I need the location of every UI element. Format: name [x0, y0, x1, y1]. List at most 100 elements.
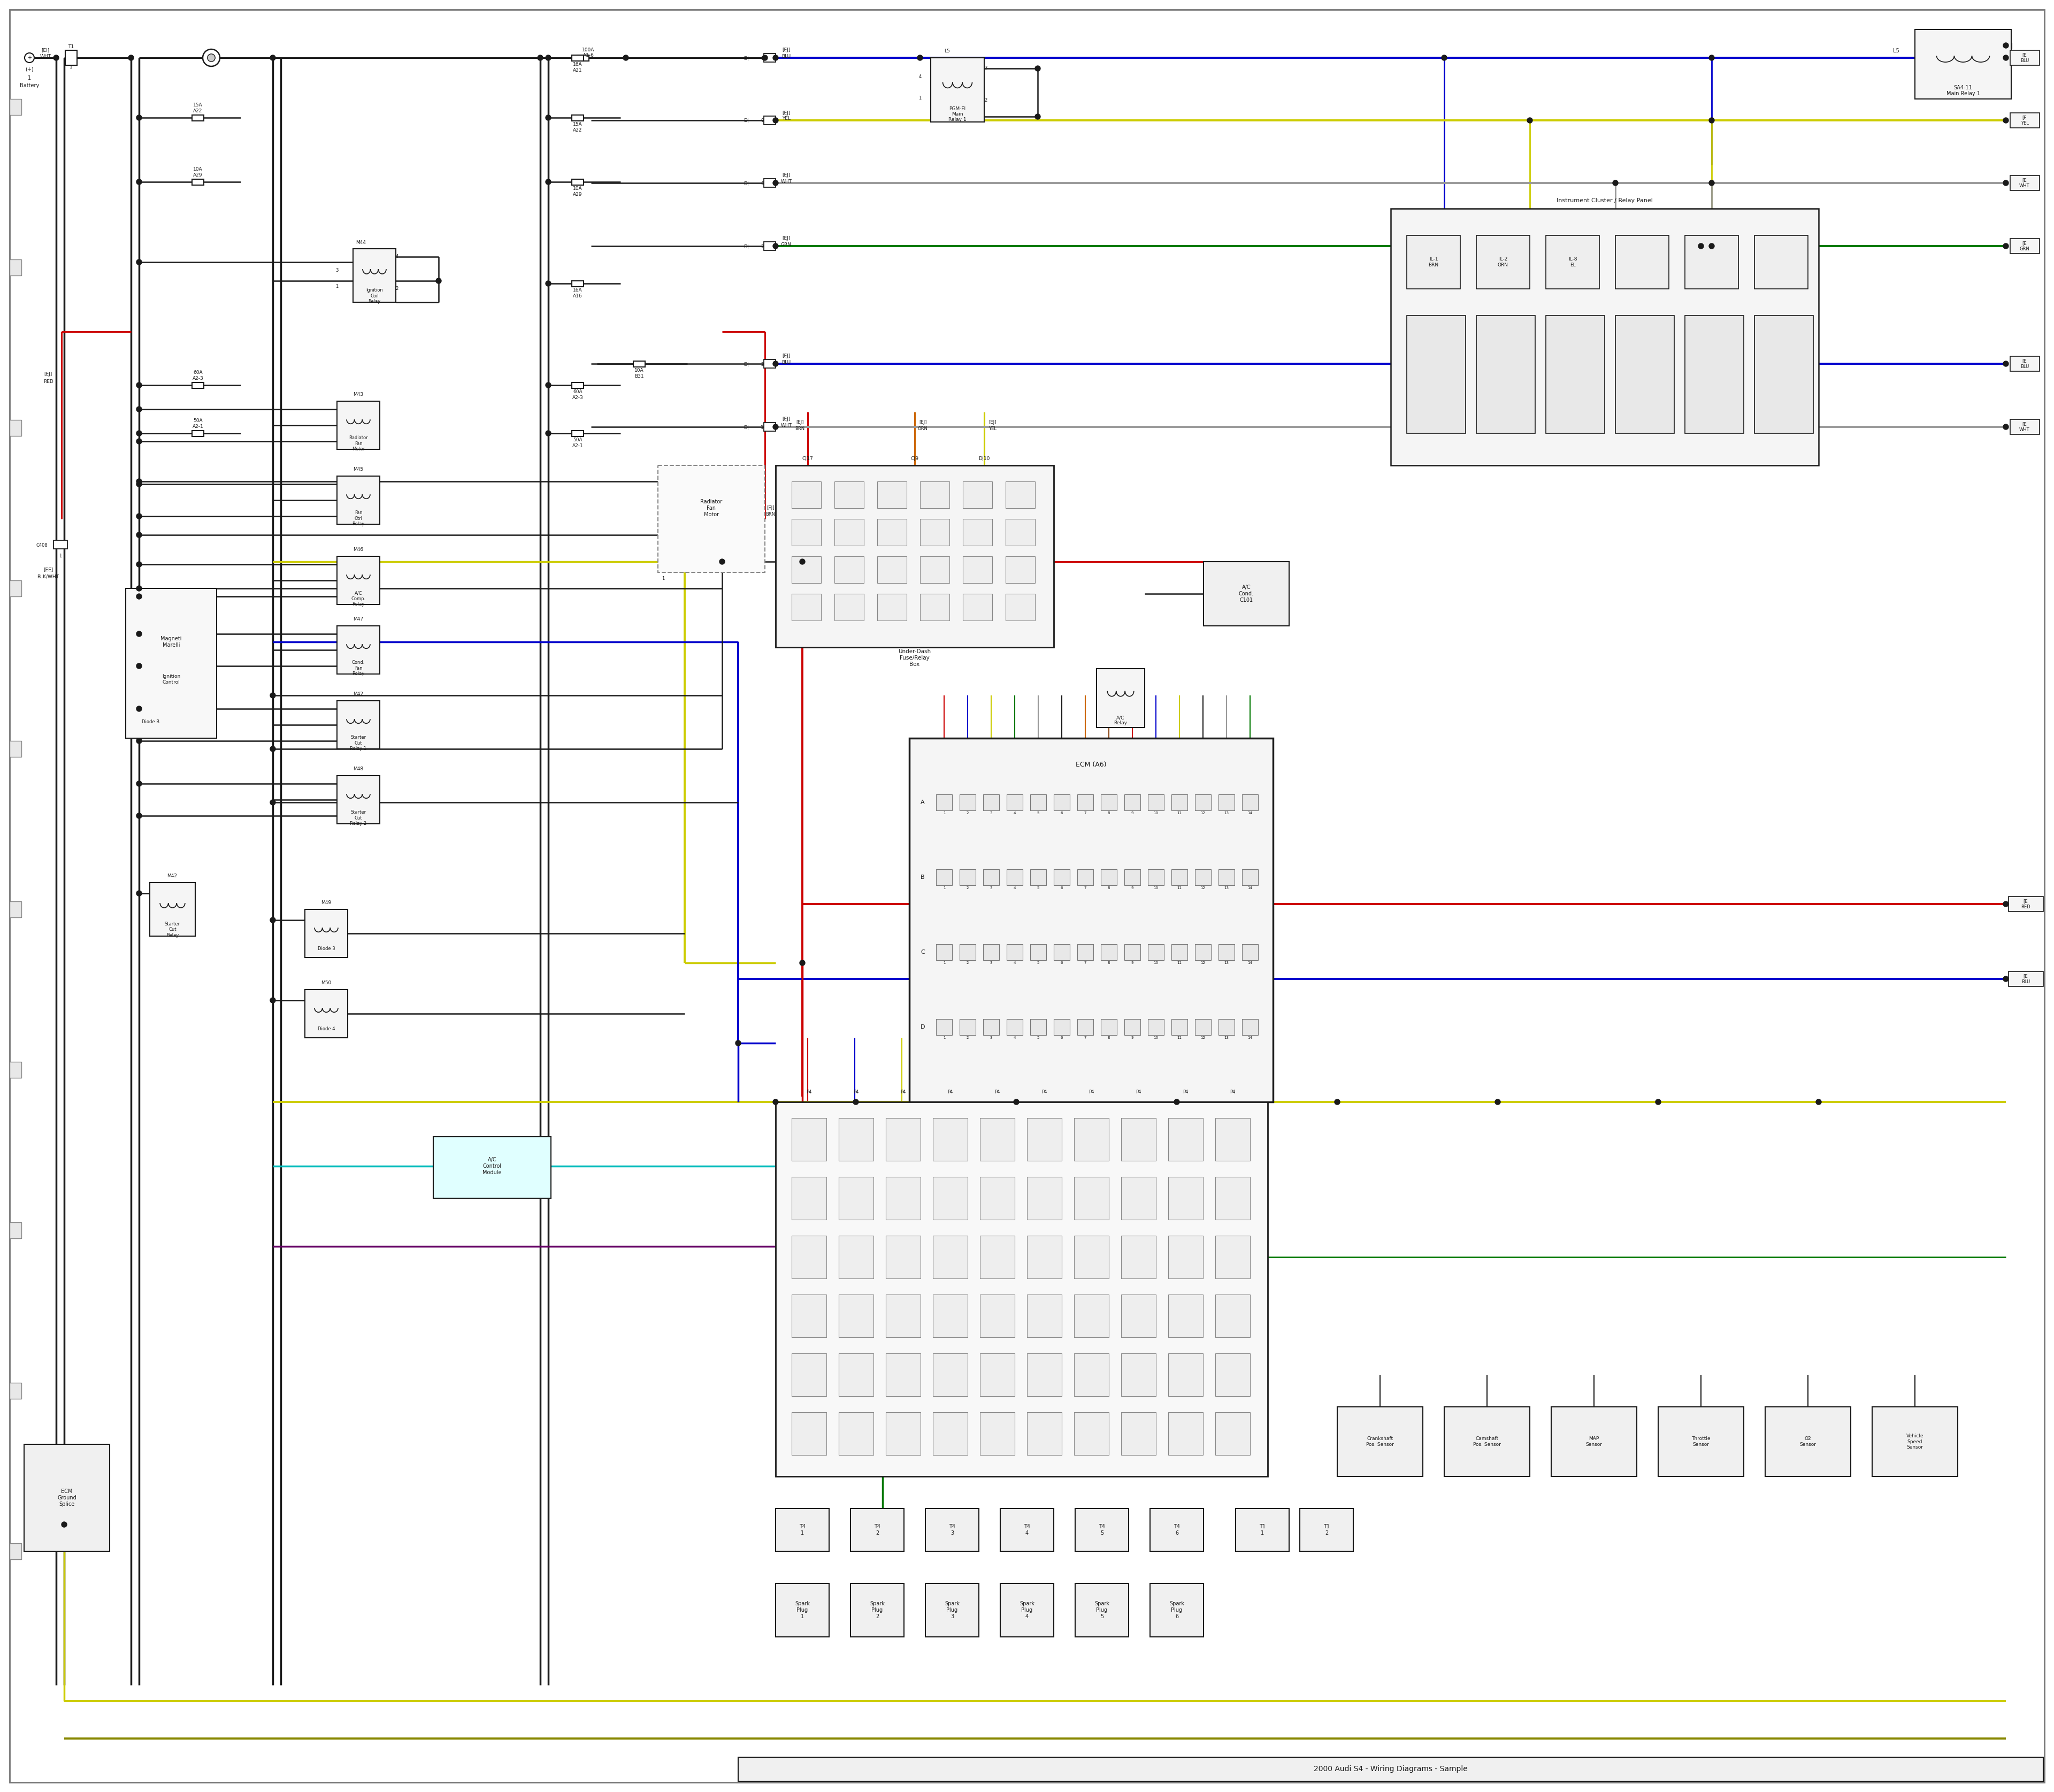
Circle shape	[1035, 115, 1041, 120]
Circle shape	[772, 181, 778, 186]
Bar	[776, 1509, 830, 1552]
Bar	[920, 593, 949, 620]
Text: Radiator
Fan
Motor: Radiator Fan Motor	[349, 435, 368, 452]
Circle shape	[271, 56, 275, 61]
Text: 50A
A2-1: 50A A2-1	[573, 437, 583, 448]
Bar	[1547, 235, 1600, 289]
Text: Battery: Battery	[21, 82, 39, 88]
Text: 2: 2	[760, 244, 764, 249]
Text: 1: 1	[943, 1036, 945, 1039]
Text: A1-6: A1-6	[583, 54, 594, 57]
Text: T4
1: T4 1	[799, 1525, 805, 1536]
Bar	[1148, 869, 1165, 885]
Circle shape	[136, 891, 142, 896]
Bar	[1551, 1407, 1637, 1477]
Text: M44: M44	[355, 240, 366, 246]
Circle shape	[799, 559, 805, 564]
Text: 11: 11	[1177, 961, 1181, 964]
Bar	[930, 57, 984, 122]
Text: 14: 14	[1247, 812, 1253, 815]
Text: D|: D|	[744, 118, 750, 124]
Bar	[1074, 1412, 1109, 1455]
Bar	[1031, 944, 1045, 961]
Text: Starter
Cut
Relay 2: Starter Cut Relay 2	[349, 810, 368, 826]
Bar	[1216, 1236, 1251, 1278]
Text: 9: 9	[1132, 1036, 1134, 1039]
Bar	[764, 54, 776, 63]
Circle shape	[271, 998, 275, 1004]
Text: Radiator
Fan
Motor: Radiator Fan Motor	[700, 500, 723, 518]
Text: Spark
Plug
5: Spark Plug 5	[1095, 1602, 1109, 1618]
Text: 6: 6	[1060, 812, 1064, 815]
Text: 4: 4	[918, 73, 922, 79]
Text: Under-Dash
Fuse/Relay
Box: Under-Dash Fuse/Relay Box	[898, 649, 930, 667]
Circle shape	[538, 56, 542, 61]
Bar	[1121, 1177, 1156, 1220]
Bar	[571, 115, 583, 120]
Text: 2: 2	[760, 362, 764, 367]
Text: 1: 1	[29, 75, 31, 81]
Text: 15A
A22: 15A A22	[193, 102, 203, 113]
Text: [EJ]: [EJ]	[783, 48, 791, 52]
Text: SA4-11
Main Relay 1: SA4-11 Main Relay 1	[1947, 84, 1980, 97]
Text: Spark
Plug
1: Spark Plug 1	[795, 1602, 809, 1618]
Bar	[191, 179, 203, 185]
Bar	[933, 1118, 967, 1161]
Text: 13: 13	[1224, 812, 1228, 815]
Bar	[959, 869, 976, 885]
Text: [EJ]: [EJ]	[988, 419, 996, 425]
Circle shape	[271, 745, 275, 751]
Text: (+): (+)	[25, 66, 33, 72]
Circle shape	[546, 382, 550, 387]
Text: C|9: C|9	[910, 457, 918, 461]
Bar	[1121, 1236, 1156, 1278]
Bar	[980, 1294, 1015, 1337]
Bar	[1171, 794, 1187, 810]
Text: 6: 6	[1060, 887, 1064, 889]
Bar	[1054, 869, 1070, 885]
Text: 2: 2	[967, 1036, 969, 1039]
Text: T4
4: T4 4	[1023, 1525, 1031, 1536]
Bar	[737, 1758, 2044, 1781]
Bar	[337, 401, 380, 450]
Text: Starter
Cut
Relay 1: Starter Cut Relay 1	[349, 735, 368, 751]
Text: 10A
A29: 10A A29	[193, 167, 203, 177]
Text: [E
GRN: [E GRN	[2019, 240, 2029, 251]
Text: Camshaft
Pos. Sensor: Camshaft Pos. Sensor	[1473, 1437, 1501, 1446]
Text: +: +	[27, 56, 31, 61]
Text: M45: M45	[353, 468, 364, 471]
Circle shape	[203, 48, 220, 66]
Text: 10: 10	[1154, 961, 1158, 964]
Text: D|: D|	[744, 425, 750, 430]
Text: Crankshaft
Pos. Sensor: Crankshaft Pos. Sensor	[1366, 1437, 1395, 1446]
Bar	[1124, 944, 1140, 961]
Bar	[1150, 1584, 1204, 1636]
Text: M42: M42	[166, 874, 177, 878]
Text: 12: 12	[1202, 812, 1206, 815]
Text: A/C
Cond.
C101: A/C Cond. C101	[1239, 584, 1253, 602]
Circle shape	[2003, 360, 2009, 366]
Text: 7: 7	[1085, 887, 1087, 889]
Bar	[337, 625, 380, 674]
Text: L5: L5	[945, 48, 949, 54]
Bar	[1027, 1236, 1062, 1278]
Bar	[1074, 1236, 1109, 1278]
Bar	[1054, 1020, 1070, 1036]
Bar	[10, 901, 21, 918]
Text: Cond.
Fan
Relay: Cond. Fan Relay	[351, 659, 366, 676]
Bar	[1027, 1353, 1062, 1396]
Bar	[1148, 794, 1165, 810]
Text: [E
RED: [E RED	[2021, 900, 2029, 909]
Bar	[933, 1294, 967, 1337]
Circle shape	[918, 56, 922, 61]
Circle shape	[136, 260, 142, 265]
Bar	[1006, 593, 1035, 620]
Text: [E
WHT: [E WHT	[2019, 421, 2029, 432]
Bar	[877, 556, 906, 582]
Bar	[304, 989, 347, 1038]
Text: P4: P4	[1230, 1090, 1234, 1095]
Circle shape	[2003, 56, 2009, 61]
Bar	[791, 482, 822, 509]
Circle shape	[546, 56, 550, 61]
Bar	[1101, 1020, 1117, 1036]
